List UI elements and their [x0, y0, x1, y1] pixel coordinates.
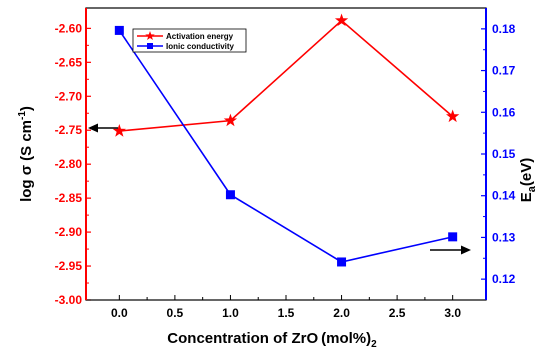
data-point-ionic-conductivity	[337, 257, 347, 267]
x-tick-label: 1.5	[278, 306, 295, 320]
legend-marker-star	[145, 31, 155, 41]
y-right-tick-label: 0.16	[492, 105, 516, 119]
legend-marker-square	[147, 43, 153, 49]
x-tick-label: 3.0	[444, 306, 461, 320]
data-point-ionic-conductivity	[448, 232, 458, 242]
y-right-tick-label: 0.17	[492, 64, 516, 78]
arrow-to-right-axis	[430, 245, 471, 255]
data-point-activation-energy	[334, 13, 349, 27]
x-tick-label: 1.0	[222, 306, 239, 320]
y-left-tick-label: -2.70	[55, 89, 83, 103]
y-right-tick-label: 0.18	[492, 22, 516, 36]
y-left-tick-label: -2.80	[55, 157, 83, 171]
y-right-tick-label: 0.13	[492, 230, 516, 244]
arrow-to-left-axis	[88, 123, 118, 133]
y-right-tick-label: 0.15	[492, 147, 516, 161]
y-left-tick-label: -2.90	[55, 225, 83, 239]
series-layer	[112, 13, 460, 267]
legend: Activation energy Ionic conductivity	[132, 28, 247, 53]
x-tick-label: 0.0	[111, 306, 128, 320]
x-tick-label: 2.0	[333, 306, 350, 320]
left-y-axis-title: log σ (S cm-1)	[17, 106, 35, 202]
x-tick-label: 2.5	[389, 306, 406, 320]
data-point-ionic-conductivity	[114, 25, 124, 35]
series-line-ionic-conductivity	[118, 29, 453, 263]
data-point-activation-energy	[446, 109, 460, 123]
y-left-tick-label: -2.65	[55, 55, 83, 69]
y-right-tick-label: 0.12	[492, 272, 516, 286]
legend-label-activation-energy: Activation energy	[166, 32, 234, 41]
legend-label-ionic-conductivity: Ionic conductivity	[166, 42, 235, 51]
tick-labels: 0.0 0.5 1.0 1.5 2.0 2.5 3.0 -2.60 -2.65 -2.70 -2.7…	[55, 21, 516, 320]
data-point-activation-energy	[223, 113, 238, 127]
x-axis-title: Concentration of ZrO (mol%)2	[167, 330, 377, 348]
y-left-tick-label: -2.95	[55, 259, 83, 273]
series-line-activation-energy	[119, 19, 454, 132]
data-point-activation-energy	[112, 124, 126, 137]
y-right-tick-label: 0.14	[492, 189, 516, 203]
data-point-ionic-conductivity	[225, 190, 235, 200]
right-y-axis-title: Ea(eV)	[518, 158, 537, 202]
y-left-tick-label: -2.75	[55, 123, 83, 137]
x-tick-label: 0.5	[167, 306, 184, 320]
y-left-tick-label: -2.60	[55, 21, 83, 35]
y-left-tick-label: -3.00	[55, 293, 83, 307]
y-left-tick-label: -2.85	[55, 191, 83, 205]
